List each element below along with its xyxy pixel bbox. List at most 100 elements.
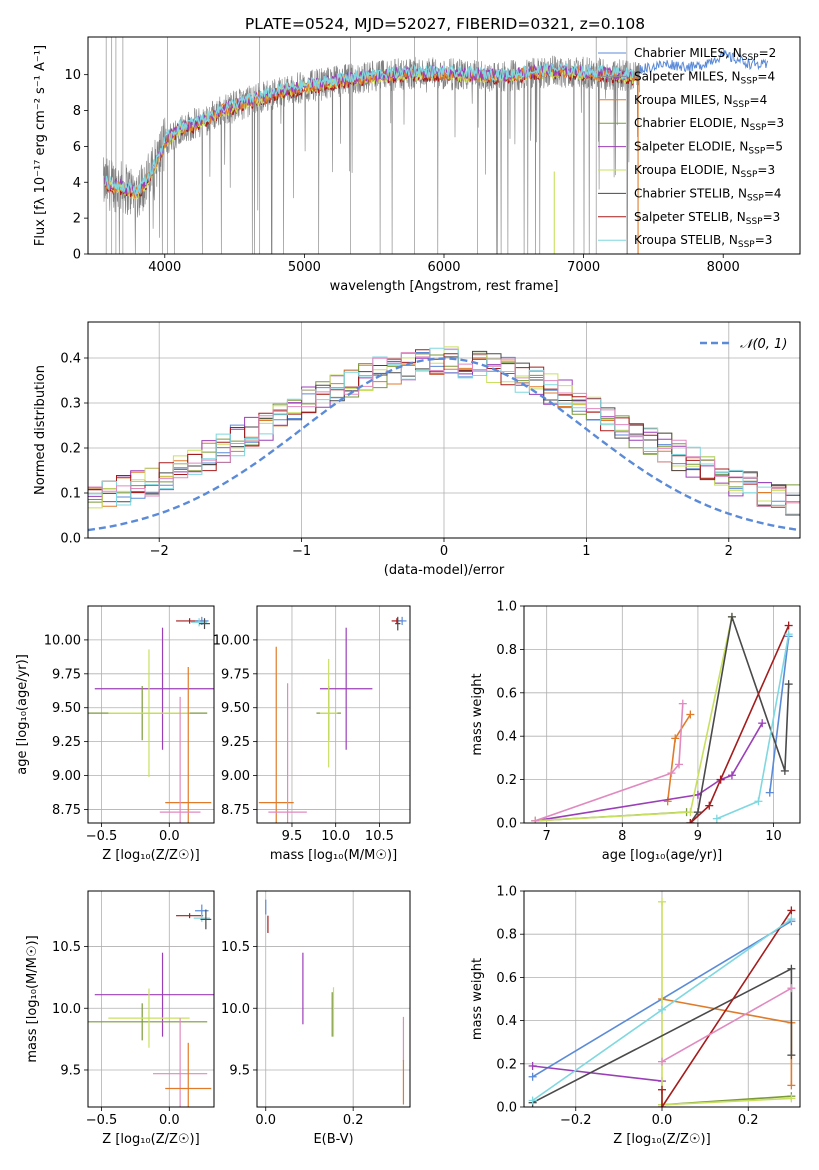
point-salpeter-stelib — [176, 913, 204, 919]
legend-label: Chabrier ELODIE, NSSP=3 — [634, 116, 784, 133]
point-pink — [159, 696, 201, 823]
axes-age-vs-Z: −0.5 0.0 8.75 9.00 9.25 9.50 9.75 10.00 Z [log₁₀… — [15, 605, 215, 863]
x-tick-label: −0.5 — [86, 1113, 118, 1128]
series-line — [535, 703, 684, 822]
y-tick-label: 1.0 — [496, 885, 517, 900]
model-spectrum-chabrier-miles — [639, 49, 769, 75]
point-chabrier-elodie — [88, 1003, 208, 1041]
point-kroupa-stelib — [193, 914, 210, 922]
legend-label: Chabrier STELIB, NSSP=4 — [634, 186, 782, 203]
series-kroupa-stelib — [528, 915, 796, 1105]
histogram-kroupa-elodie — [88, 346, 800, 516]
y-tick-label: 9.00 — [52, 769, 81, 784]
y-tick-label: 9.25 — [221, 735, 250, 750]
axes-frame — [256, 890, 411, 1108]
y-tick-label: 2 — [73, 212, 81, 227]
x-tick-label: 0.0 — [255, 1113, 276, 1128]
histogram-pink — [88, 352, 800, 507]
y-tick-label: 9.50 — [221, 701, 250, 716]
y-axis-label: mass weight — [470, 958, 485, 1040]
y-tick-label: 0 — [73, 248, 81, 263]
y-tick-label: 0.6 — [496, 686, 517, 701]
point-chabrier-stelib — [395, 616, 401, 631]
y-tick-label: 9.50 — [52, 701, 81, 716]
y-tick-label: 0.0 — [496, 817, 517, 832]
plot-area — [531, 612, 793, 823]
figure-title: PLATE=0524, MJD=52027, FIBERID=0321, z=0… — [245, 15, 645, 33]
y-axis-label: mass [log₁₀(M/M☉)] — [25, 935, 40, 1062]
x-tick-label: 0.0 — [159, 1113, 180, 1128]
legend-label: Salpeter ELODIE, NSSP=5 — [634, 140, 783, 157]
normal-curve — [88, 357, 800, 532]
y-tick-label: 10.00 — [44, 633, 81, 648]
y-tick-label: 0.6 — [496, 971, 517, 986]
x-tick-label: −0.5 — [86, 829, 118, 844]
legend-label: Salpeter STELIB, NSSP=3 — [634, 210, 780, 227]
x-axis-label: E(B-V) — [313, 1132, 353, 1147]
series-pink — [658, 984, 796, 1066]
series-line — [532, 1065, 663, 1082]
x-tick-label: −0.2 — [560, 1113, 592, 1128]
point-chabrier-stelib — [199, 618, 210, 630]
x-tick-label: 6000 — [427, 260, 460, 275]
y-tick-label: 0.4 — [496, 730, 517, 745]
y-tick-label: 0.4 — [60, 352, 81, 367]
y-tick-label: 0.0 — [496, 1101, 517, 1116]
y-axis-label: Flux [fλ 10⁻¹⁷ erg cm⁻² s⁻¹ A⁻¹] — [33, 45, 48, 246]
y-tick-label: 0.4 — [496, 1014, 517, 1029]
axes-frame — [87, 605, 215, 824]
series-kroupa-miles — [663, 710, 695, 806]
series-salpeter-stelib — [658, 906, 796, 1107]
axes-frame — [256, 605, 411, 824]
x-tick-label: 5000 — [288, 260, 321, 275]
plot-area — [88, 616, 214, 823]
plot-area — [103, 37, 769, 254]
series-kroupa-stelib — [712, 630, 793, 823]
legend-label: Kroupa MILES, NSSP=4 — [634, 93, 767, 110]
model-spectrum-kroupa-stelib — [104, 62, 634, 197]
plot-area — [88, 346, 800, 532]
x-tick-label: 4000 — [148, 260, 181, 275]
axes-mass-vs-Z: −0.5 0.0 9.5 10.0 10.5 Z [log₁₀(Z/Z☉)] mass [l… — [25, 890, 215, 1147]
x-tick-label: 2 — [725, 544, 733, 559]
axes-frame — [87, 321, 801, 539]
x-tick-label: 0.2 — [343, 1113, 364, 1128]
y-tick-label: 9.25 — [52, 735, 81, 750]
point-salpeter-elodie — [94, 952, 214, 1037]
x-tick-label: 9 — [694, 829, 702, 844]
point-pink — [268, 683, 307, 823]
legend-label: Kroupa ELODIE, NSSP=3 — [634, 163, 775, 180]
axes-frame — [87, 890, 215, 1108]
series-pink — [531, 699, 687, 823]
x-tick-label: 10.0 — [321, 829, 350, 844]
axes-residuals: −2 −1 0 1 2 0.0 0.1 0.2 0.3 0.4 (data-model)/error… — [33, 321, 801, 578]
point-chabrier-miles — [397, 616, 407, 625]
point-chabrier-stelib — [200, 909, 212, 930]
x-tick-label: 10 — [765, 829, 782, 844]
axes-frame — [523, 890, 801, 1108]
series-line — [769, 636, 790, 793]
y-tick-label: 10 — [64, 68, 81, 83]
point-salpeter-elodie — [94, 627, 214, 750]
point-kroupa-elodie — [108, 649, 190, 777]
y-tick-label: 9.5 — [229, 1063, 250, 1078]
x-axis-label: Z [log₁₀(Z/Z☉)] — [102, 848, 199, 863]
point-kroupa-miles — [165, 667, 212, 823]
y-tick-label: 0.2 — [496, 773, 517, 788]
x-tick-label: 0.0 — [159, 829, 180, 844]
y-tick-label: 6 — [73, 140, 81, 155]
y-tick-label: 10.00 — [213, 633, 250, 648]
y-tick-label: 10.5 — [52, 940, 81, 955]
x-tick-label: 0 — [440, 544, 448, 559]
plot-area — [528, 897, 796, 1107]
x-tick-label: 8 — [618, 829, 626, 844]
axes-weight-vs-Z: −0.2 0.0 0.2 0.0 0.2 0.4 0.6 0.8 1.0 Z [log₁₀(Z/Z… — [470, 885, 801, 1147]
point-pink — [153, 1018, 208, 1107]
x-axis-label: mass [log₁₀(M/M☉)] — [270, 848, 397, 863]
point-kroupa-miles — [165, 1042, 212, 1107]
legend-label: Kroupa STELIB, NSSP=3 — [634, 233, 772, 250]
y-tick-label: 9.75 — [52, 667, 81, 682]
y-tick-label: 0.2 — [496, 1057, 517, 1072]
legend-label: 𝒩(0, 1) — [740, 337, 787, 352]
